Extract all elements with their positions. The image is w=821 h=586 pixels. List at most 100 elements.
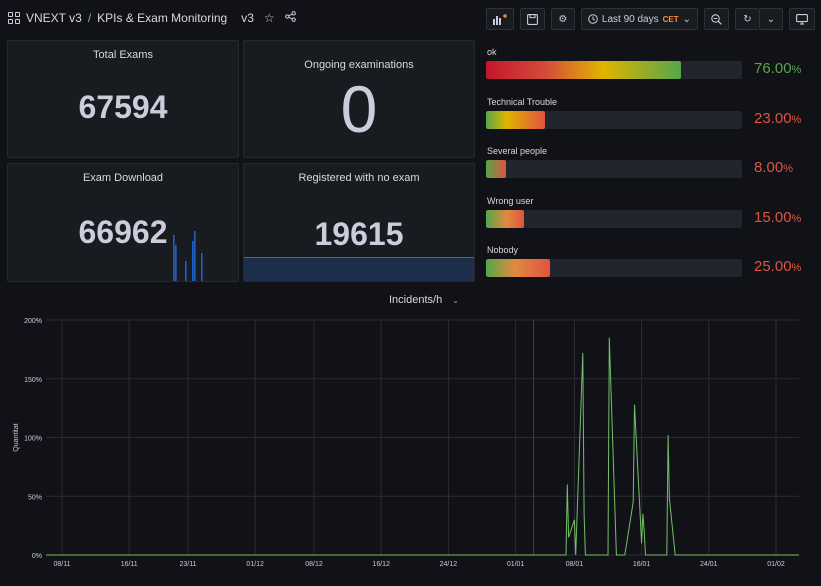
y-tick-label: 200%: [24, 318, 42, 325]
gauge-label: ok: [487, 47, 497, 57]
gauge-track: [486, 160, 742, 178]
gauge-fill: [486, 209, 525, 228]
dashboards-grid-icon[interactable]: [8, 12, 20, 24]
time-range-label: Last 90 days: [601, 13, 659, 25]
refresh-icon: ↻: [743, 13, 752, 25]
breadcrumb-separator: /: [87, 11, 92, 25]
sparkline-bar: [194, 231, 196, 281]
registered-sparkline-area: [244, 257, 474, 281]
panel-title: Registered with no exam: [298, 172, 420, 184]
gauge-value-unit: %: [791, 262, 802, 274]
save-dashboard-button[interactable]: [519, 8, 545, 30]
total-exams-panel[interactable]: Total Exams 67594: [7, 40, 239, 158]
gauge-value-number: 25.00: [754, 258, 792, 275]
gauge-value: 23.00%: [754, 110, 801, 127]
gauge-fill: [486, 259, 550, 277]
y-tick-label: 100%: [24, 436, 42, 443]
gauge-value: 15.00%: [754, 209, 801, 226]
gauge-label: Wrong user: [487, 195, 534, 206]
time-picker[interactable]: Last 90 days CET ⌄: [580, 8, 698, 30]
monitor-icon: [796, 13, 808, 25]
add-panel-icon: [492, 13, 507, 25]
x-tick-label: 23/11: [180, 561, 197, 568]
settings-button[interactable]: ⚙: [550, 8, 575, 30]
x-tick-label: 08/01: [566, 561, 584, 568]
y-tick-label: 0%: [32, 553, 42, 560]
gauge-value-number: 76.00: [754, 60, 792, 77]
gauge-label: Technical Trouble: [487, 96, 558, 107]
refresh-button[interactable]: ↻: [735, 8, 759, 30]
gauge-track: [486, 61, 742, 79]
x-tick-label: 01/12: [246, 561, 264, 568]
incidents-chart[interactable]: Quantitat 0% 50% 100% 150% 200% 08/11 16/11 23/1…: [0, 306, 821, 586]
gauge-fill: [486, 160, 507, 178]
stat-value: 0: [340, 72, 378, 146]
refresh-interval-button[interactable]: ⌄: [759, 8, 783, 30]
gauge-fill: [486, 61, 681, 79]
add-panel-button[interactable]: [485, 8, 514, 30]
y-tick-label: 50%: [28, 494, 42, 501]
zoom-out-icon: [711, 13, 722, 25]
gauge-value: 25.00%: [754, 258, 801, 275]
x-tick-label: 16/12: [372, 561, 390, 568]
x-tick-label: 16/11: [121, 561, 138, 568]
stat-value: 66962: [78, 214, 168, 250]
share-icon[interactable]: [284, 11, 296, 25]
x-tick-label: 16/01: [633, 561, 651, 568]
gauge-value-number: 23.00: [754, 109, 792, 127]
sparkline-bar: [192, 241, 194, 281]
x-tick-label: 24/01: [700, 561, 718, 568]
timezone-label: CET: [662, 14, 679, 24]
chevron-down-icon: ⌄: [452, 296, 459, 305]
sparkline-bar: [185, 261, 187, 281]
y-tick-label: 150%: [24, 377, 42, 384]
dashboard-version: v3: [241, 11, 254, 25]
download-sparkline: [173, 231, 203, 281]
incidents-panel-header[interactable]: Incidents/h ⌄: [389, 294, 459, 306]
gauge-label: Nobody: [487, 245, 519, 255]
gauge-value: 76.00%: [754, 60, 801, 77]
stat-value: 67594: [78, 89, 168, 125]
panel-title: Total Exams: [93, 49, 153, 61]
top-bar: VNEXT v3 / KPIs & Exam Monitoring v3 ☆ ⚙…: [0, 0, 821, 36]
ongoing-examinations-panel[interactable]: Ongoing examinations 0: [243, 40, 475, 158]
gauge-value: 8.00%: [754, 159, 793, 176]
sparkline-bar: [201, 253, 203, 281]
gauge-value-unit: %: [791, 113, 802, 126]
x-tick-label: 01/02: [767, 561, 785, 568]
refresh-group: ↻ ⌄: [735, 8, 783, 30]
exam-download-panel[interactable]: Exam Download 66962: [7, 163, 239, 282]
incidents-panel-title: Incidents/h: [389, 294, 443, 306]
clock-icon: [588, 14, 598, 24]
x-tick-label: 08/11: [54, 561, 71, 568]
dashboard-title[interactable]: KPIs & Exam Monitoring: [97, 11, 228, 25]
gauge-track: [486, 209, 742, 228]
sparkline-bar: [173, 235, 175, 281]
breadcrumb: VNEXT v3 / KPIs & Exam Monitoring v3 ☆: [8, 11, 296, 25]
folder-link[interactable]: VNEXT v3: [26, 11, 82, 25]
save-icon: [526, 13, 538, 25]
chevron-down-icon: ⌄: [682, 13, 691, 25]
tv-mode-button[interactable]: [789, 8, 815, 30]
x-tick-label: 24/12: [440, 561, 458, 568]
zoom-out-button[interactable]: [704, 8, 729, 30]
gauge-label: Several people: [487, 146, 548, 156]
dashboard-toolbar: ⚙ Last 90 days CET ⌄ ↻ ⌄: [485, 8, 815, 30]
gauge-value-unit: %: [791, 64, 802, 76]
stat-value: 19615: [314, 216, 404, 252]
gauge-track: [486, 110, 742, 129]
gauge-value-number: 8.00: [754, 159, 784, 176]
x-tick-label: 01/01: [507, 561, 525, 568]
gauge-value-unit: %: [791, 212, 802, 225]
gauge-value-number: 15.00: [754, 208, 792, 226]
star-icon[interactable]: ☆: [263, 11, 275, 25]
gauge-fill: [486, 110, 545, 129]
panel-title: Exam Download: [82, 172, 164, 184]
panel-title: Ongoing examinations: [304, 59, 414, 71]
x-tick-label: 08/12: [305, 561, 323, 568]
y-axis-label: Quantitat: [13, 423, 20, 451]
gauge-track: [486, 259, 742, 277]
sparkline-bar: [175, 245, 177, 281]
chevron-down-icon: ⌄: [766, 13, 776, 25]
registered-no-exam-panel[interactable]: Registered with no exam 19615: [243, 163, 475, 282]
